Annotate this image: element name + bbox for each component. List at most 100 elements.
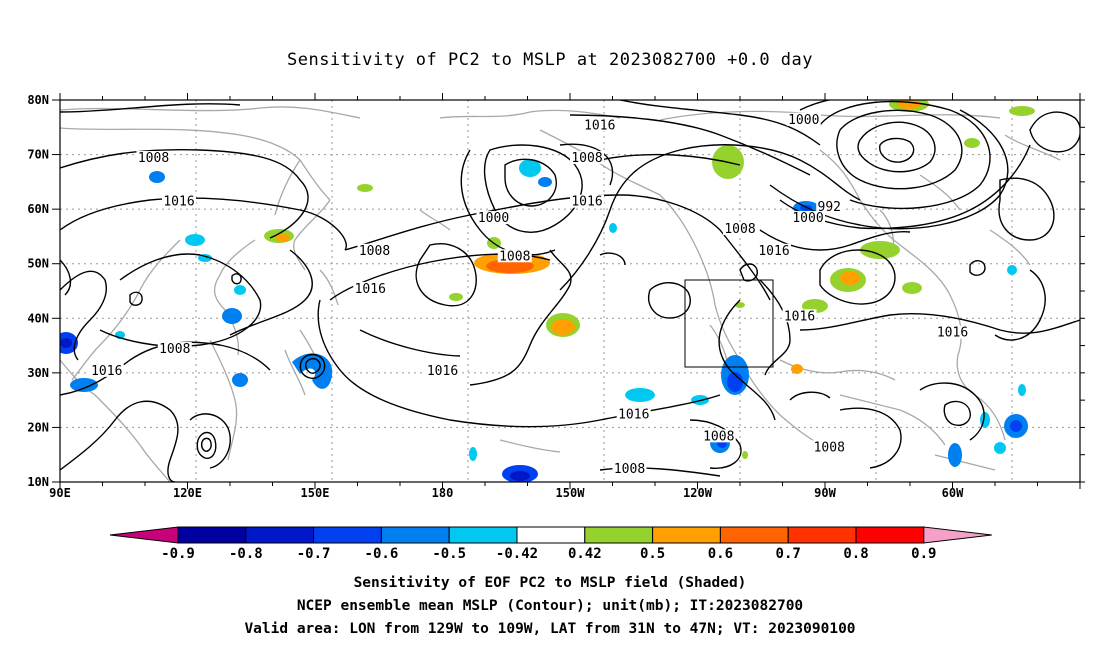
contour-label-bg [357,243,392,257]
lon-label: 120W [683,486,713,500]
colorbar-swatch [787,526,857,544]
lat-label: 70N [27,148,49,162]
lat-label: 60N [27,202,49,216]
contour-label: 1016 [937,326,968,341]
valid-area-box [684,279,774,368]
contour-label: 1008 [724,222,755,237]
contour-label-bg [612,462,647,476]
contour-label: 1016 [355,282,386,297]
colorbar-swatch [652,526,721,544]
contour-label-bg [497,249,532,263]
colorbar-label: 0.7 [776,546,801,562]
contour-labels: 1016100810009921000100810161016100010081… [89,112,970,477]
contour-label: 1008 [159,342,190,357]
contour-label: 1016 [163,195,194,210]
lat-label: 20N [27,420,49,434]
contour-label-bg [136,151,171,165]
colorbar-label: 0.9 [911,546,936,562]
lon-label: 180 [432,486,454,500]
caption-line-3: Valid area: LON from 129W to 109W, LAT f… [244,621,856,637]
contour-label: 1008 [359,244,390,259]
contour-label: 1000 [788,113,819,128]
colorbar-label: -0.42 [496,546,538,562]
contour-label-bg [616,407,651,421]
colorbar-label: 0.8 [843,546,868,562]
contour-label-bg [791,211,825,225]
lon-label: 90E [49,486,71,500]
lat-label: 80N [27,93,49,107]
lat-label: 40N [27,311,49,325]
colorbar-swatch [177,526,247,544]
contour-label: 1016 [618,408,649,423]
colorbar-swatch [380,526,450,544]
contour-label-bg [701,429,736,443]
colorbar-high-arrow [923,526,992,544]
colorbar-low-arrow [109,526,179,544]
contour-label-bg [476,211,511,225]
colorbar-swatch [313,526,382,544]
lat-lon-grid [60,100,1080,482]
colorbar-labels: -0.9 -0.8 -0.7 -0.6 -0.5 -0.42 0.42 0.5 0.6 0.7 0.… [161,546,936,562]
caption-line-2: NCEP ensemble mean MSLP (Contour); unit(… [296,598,804,614]
contour-label: 1016 [784,309,815,324]
mslp-contours [60,100,1080,482]
contour-label-bg [157,342,192,356]
contour-label-bg [723,221,757,235]
contour-label: 1016 [571,195,602,210]
colorbar-label: -0.7 [297,546,331,562]
colorbar-swatch [448,526,518,544]
colorbar-swatch [855,526,925,544]
lat-label: 30N [27,366,49,380]
contour-label: 1016 [584,118,615,133]
colorbar-label: -0.9 [161,546,195,562]
contour-label: 1016 [758,244,789,259]
lon-label: 150E [301,486,330,500]
caption-line-1: Sensitivity of EOF PC2 to MSLP field (Sh… [353,575,747,591]
contour-label: 1000 [478,211,509,226]
lon-label: 60W [942,486,964,500]
contour-label: 1008 [814,440,845,455]
colorbar-label: 0.5 [640,546,665,562]
colorbar-swatch [516,526,586,544]
contour-label: 1008 [703,429,734,444]
colorbar-swatch [719,526,789,544]
contour-label-bg [757,243,791,257]
colorbar-label: 0.42 [568,546,602,562]
colorbar-swatch [245,526,315,544]
contour-label: 1016 [427,364,458,379]
contour-label-bg [570,151,604,165]
contour-label: 1008 [614,462,645,477]
lon-label: 90W [814,486,836,500]
contour-label: 1016 [91,364,122,379]
colorbar [109,526,992,544]
contour-label-bg [816,200,843,214]
contour-label: 1008 [499,249,530,264]
contour-label-bg [935,325,970,339]
lat-label: 10N [27,475,49,489]
longitude-axis: 90E 120E 150E 180 150W 120W 90W 60W [49,93,1081,500]
latitude-axis: 80N 70N 60N 50N 40N 30N 20N 10N [27,93,1085,489]
contour-label-bg [782,309,817,323]
contour-label-bg [786,112,821,126]
coastlines [60,106,1061,482]
contour-label-bg [425,363,460,377]
colorbar-label: -0.5 [432,546,466,562]
contour-label: 1008 [571,151,602,166]
contour-label: 1008 [138,151,169,166]
lon-label: 120E [173,486,202,500]
colorbar-label: 0.6 [708,546,733,562]
contour-label-bg [162,194,196,208]
contour-label-bg [812,440,847,454]
contour-label-bg [353,282,388,295]
contour-label: 1000 [792,211,823,226]
lat-label: 50N [27,257,49,271]
contour-label-bg [570,194,604,208]
lon-label: 150W [556,486,586,500]
contour-label-bg [582,118,617,132]
colorbar-swatch [584,526,654,544]
map-title: Sensitivity of PC2 to MSLP at 2023082700… [286,50,813,70]
contour-label-bg [89,363,124,377]
colorbar-label: -0.6 [365,546,399,562]
colorbar-label: -0.8 [229,546,263,562]
